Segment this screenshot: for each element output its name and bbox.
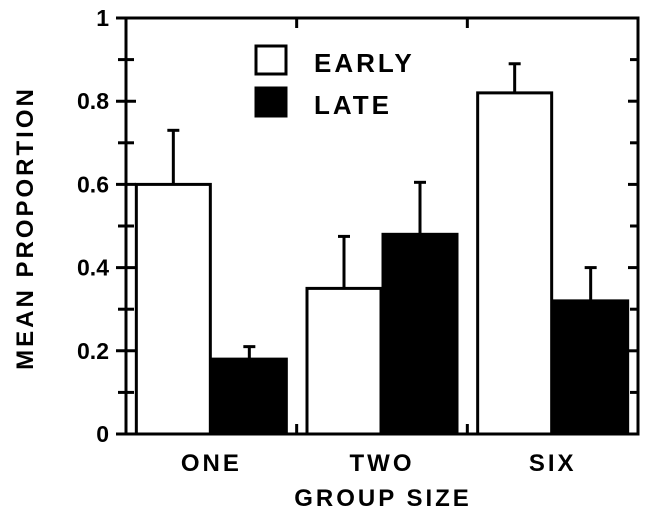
legend: EARLY LATE <box>254 44 415 120</box>
error-bars <box>167 62 597 360</box>
bar-early-two <box>305 286 383 436</box>
plot-frame <box>124 16 640 436</box>
y-tick-label: 0 <box>96 421 109 447</box>
legend-swatch-early <box>254 44 288 76</box>
bars <box>134 91 630 436</box>
y-tick-label: 0.6 <box>77 171 109 197</box>
y-tick-label: 1 <box>96 5 109 31</box>
y-tick-label: 0.2 <box>77 338 109 364</box>
x-axis-title: GROUP SIZE <box>294 485 472 512</box>
x-category-label: TWO <box>350 450 415 477</box>
bar-late-six <box>552 299 630 436</box>
legend-label-late: LATE <box>314 90 392 120</box>
bar-early-six <box>476 91 554 436</box>
legend-label-early: EARLY <box>314 48 415 78</box>
y-tick-label: 0.4 <box>77 255 109 281</box>
y-tick-label: 0.8 <box>77 88 109 114</box>
bar-late-two <box>381 232 459 436</box>
plot-frame-rect <box>124 16 640 436</box>
legend-swatch-late <box>254 86 288 118</box>
x-category-label: ONE <box>181 450 242 477</box>
bar-late-one <box>210 357 288 436</box>
bar-early-one <box>134 182 212 436</box>
x-category-label: SIX <box>529 450 577 477</box>
x-axis-category-labels: ONE TWO SIX <box>181 18 577 477</box>
y-axis-title: MEAN PROPORTION <box>12 86 39 370</box>
